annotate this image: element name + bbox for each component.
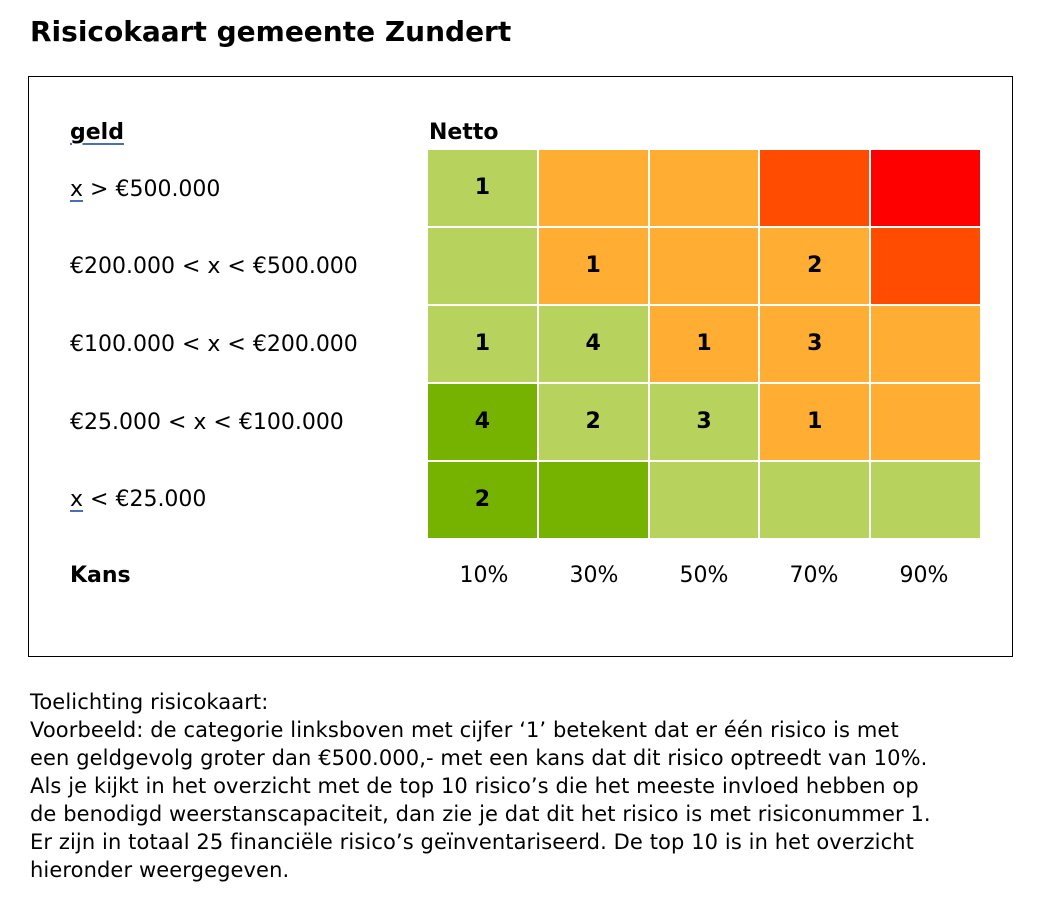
explanation-text: Toelichting risicokaart: Voorbeeld: de c… <box>30 688 1040 884</box>
matrix-cell <box>428 228 537 304</box>
matrix-cell <box>871 306 980 382</box>
row-label-4-text: €25.000 < x < €100.000 <box>70 410 344 435</box>
matrix-cell: 4 <box>538 306 648 382</box>
matrix-cell <box>538 462 648 538</box>
matrix-cell: 2 <box>428 462 537 538</box>
probability-tick: 30% <box>569 563 619 588</box>
probability-tick: 10% <box>459 563 509 588</box>
matrix-cell: 3 <box>649 384 759 460</box>
matrix-cell: 1 <box>428 306 537 382</box>
risk-matrix-frame <box>28 76 1013 657</box>
matrix-cell: 2 <box>760 228 870 304</box>
matrix-cell: 1 <box>428 150 537 226</box>
matrix-cell: 4 <box>428 384 537 460</box>
matrix-cell: 3 <box>760 306 870 382</box>
row-label-1-text: > €500.000 <box>83 177 221 202</box>
explanation-heading: Toelichting risicokaart: <box>30 690 269 714</box>
matrix-cell: 1 <box>649 306 759 382</box>
matrix-cell <box>760 150 870 226</box>
matrix-cell <box>871 384 980 460</box>
row-axis-header: geld <box>70 120 124 145</box>
matrix-cell <box>649 150 759 226</box>
row-label-3-text: €100.000 < x < €200.000 <box>70 332 358 357</box>
row-label-5-variable: x <box>70 487 84 512</box>
probability-tick: 50% <box>679 563 729 588</box>
probability-tick: 90% <box>899 563 949 588</box>
row-label-1-variable: x <box>70 177 84 202</box>
row-label-5: x < €25.000 <box>70 485 420 515</box>
explanation-line: een geldgevolg groter dan €500.000,- met… <box>30 746 928 770</box>
explanation-line: de benodigd weerstanscapaciteit, dan zie… <box>30 802 931 826</box>
row-label-1: x > €500.000 <box>70 175 420 205</box>
probability-tick: 70% <box>789 563 839 588</box>
matrix-cell: 2 <box>538 384 648 460</box>
matrix-cell <box>649 228 759 304</box>
risk-matrix-grid: 1 1 2 1 4 1 3 4 2 3 1 2 <box>428 150 980 538</box>
row-label-4: €25.000 < x < €100.000 <box>70 408 420 438</box>
probability-axis-label: Kans <box>70 563 131 588</box>
page-title: Risicokaart gemeente Zundert <box>30 15 512 48</box>
explanation-line: Als je kijkt in het overzicht met de top… <box>30 774 919 798</box>
row-label-3: €100.000 < x < €200.000 <box>70 330 420 360</box>
matrix-cell <box>871 228 980 304</box>
row-label-5-text: < €25.000 <box>83 487 207 512</box>
matrix-cell: 1 <box>538 228 648 304</box>
row-label-2-text: €200.000 < x < €500.000 <box>70 254 358 279</box>
column-axis-header: Netto <box>429 120 499 145</box>
row-label-2: €200.000 < x < €500.000 <box>70 252 420 282</box>
matrix-cell <box>871 150 980 226</box>
explanation-line: Er zijn in totaal 25 financiële risico’s… <box>30 830 914 854</box>
matrix-cell <box>760 462 870 538</box>
explanation-line: hieronder weergegeven. <box>30 858 290 882</box>
matrix-cell <box>871 462 980 538</box>
matrix-cell <box>649 462 759 538</box>
explanation-line: Voorbeeld: de categorie linksboven met c… <box>30 718 899 742</box>
matrix-cell <box>538 150 648 226</box>
matrix-cell: 1 <box>760 384 870 460</box>
